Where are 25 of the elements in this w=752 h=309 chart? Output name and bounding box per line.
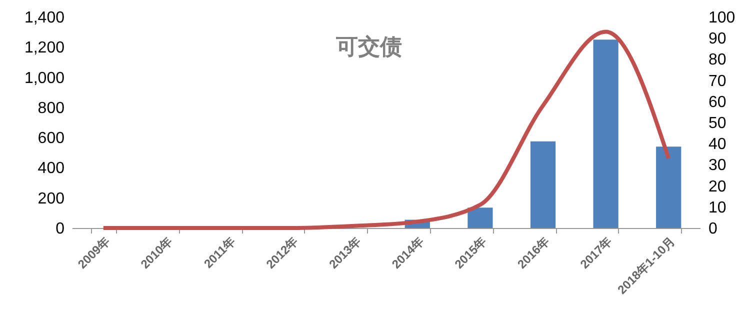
y-tick-label: 1,200	[24, 40, 65, 57]
bar	[656, 146, 682, 228]
y2-tick-label: 90	[708, 30, 726, 48]
text: 可交债	[334, 34, 402, 59]
y2-tick-label: 100	[708, 10, 736, 26]
y-tick-label: 1,000	[24, 70, 65, 87]
bar	[530, 141, 556, 228]
line-series	[101, 30, 671, 230]
y2-tick-label: 70	[708, 72, 726, 90]
y2-tick-label: 20	[708, 178, 726, 196]
y2-tick-label: 50	[708, 115, 726, 132]
y-tick-label: 800	[38, 100, 65, 117]
y-tick-label: 600	[38, 130, 65, 148]
y2-tick-label: 30	[708, 157, 726, 174]
bar	[593, 40, 618, 228]
y2-tick-label: 60	[708, 94, 726, 111]
y-tick-label: 0	[56, 220, 65, 238]
y2-tick-label: 0	[708, 220, 718, 238]
y2-tick-label: 40	[708, 136, 726, 154]
y-tick-label: 400	[38, 160, 65, 178]
y2-tick-label: 10	[708, 199, 726, 216]
y-tick-label: 1,400	[24, 10, 65, 26]
y-tick-label: 200	[38, 190, 65, 208]
bar	[468, 208, 493, 228]
y2-tick-label: 80	[708, 52, 726, 69]
